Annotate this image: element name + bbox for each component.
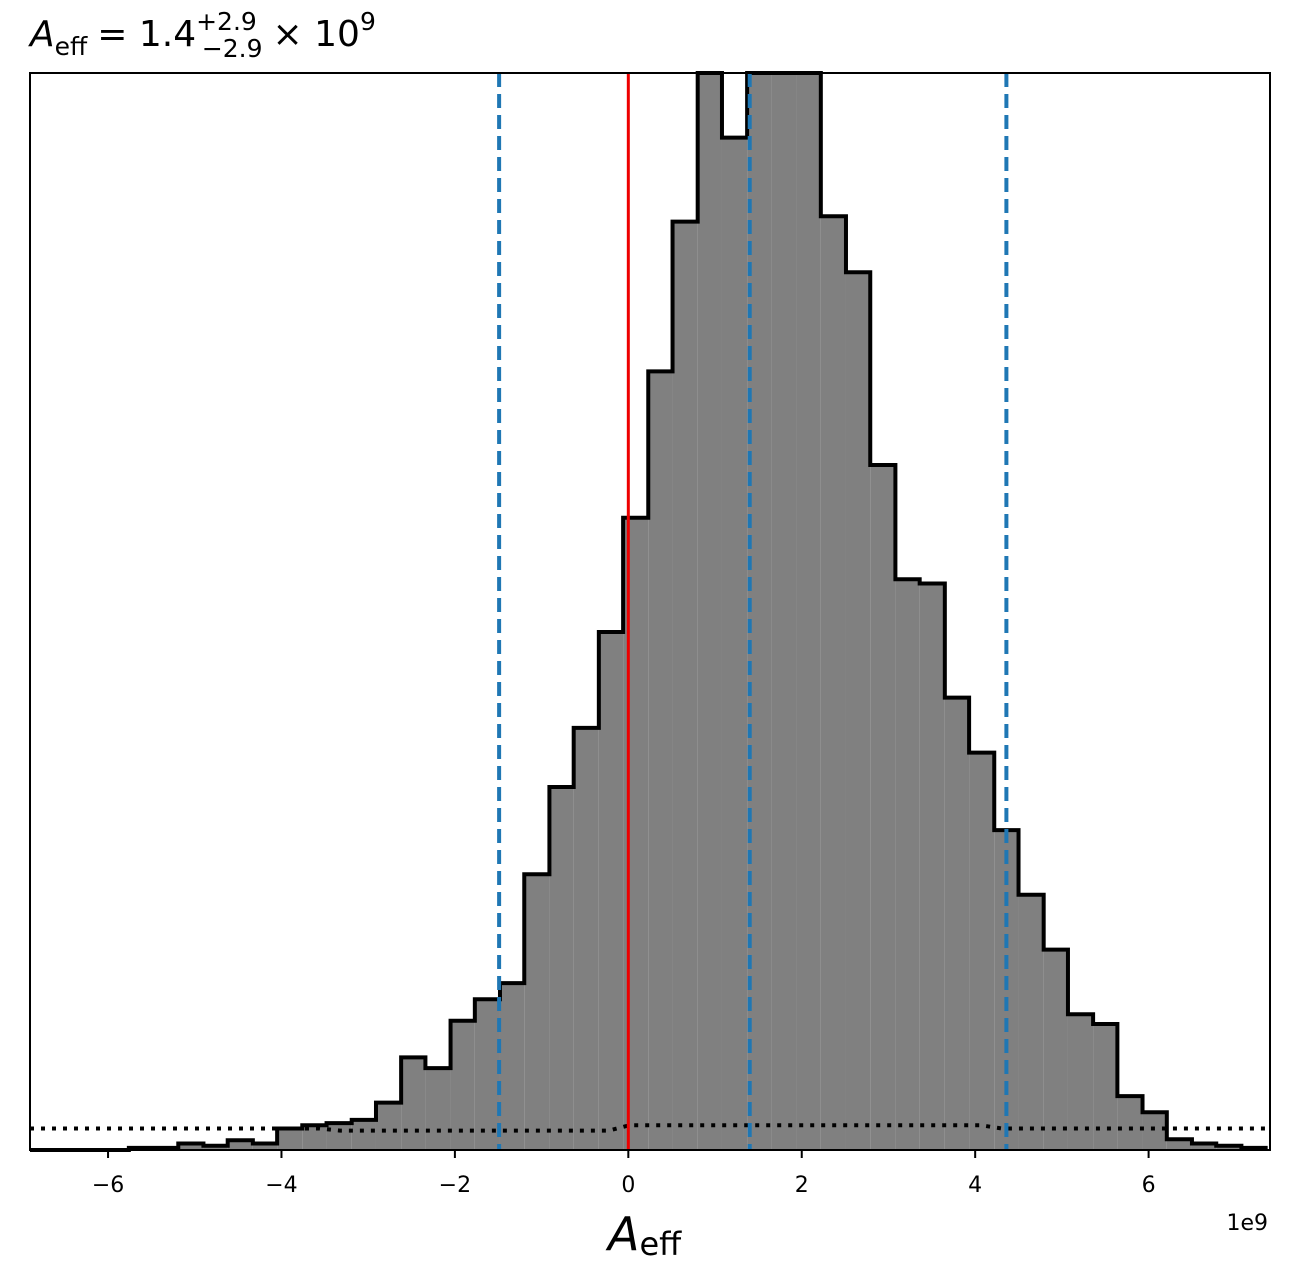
histogram-bar	[203, 1145, 228, 1150]
histogram-bar	[895, 579, 920, 1150]
histogram-bar	[697, 73, 722, 1150]
x-tick-label: −4	[265, 1173, 297, 1198]
x-tick-label: −2	[439, 1173, 471, 1198]
xlabel-subscript: eff	[639, 1225, 682, 1263]
reference-lines	[497, 73, 1009, 1150]
x-axis-label: Aeff	[605, 1207, 682, 1263]
histogram-bar	[1191, 1143, 1217, 1150]
histogram-bar	[1216, 1145, 1242, 1150]
histogram-bar	[648, 371, 673, 1151]
histogram-bar	[1018, 894, 1044, 1150]
title-multiplier-exp: 9	[360, 7, 376, 36]
histogram-bar	[178, 1143, 204, 1150]
histogram-bar	[598, 631, 624, 1150]
histogram	[30, 71, 1268, 1152]
histogram-bar	[1093, 1023, 1118, 1150]
histogram-bar	[227, 1140, 253, 1150]
histogram-bar	[425, 1068, 451, 1150]
histogram-bar	[326, 1123, 352, 1150]
histogram-bar	[919, 583, 945, 1150]
x-tick-label: 0	[621, 1173, 635, 1198]
histogram-bar	[252, 1143, 278, 1150]
histogram-bar	[277, 1128, 303, 1150]
chart-title: Aeff = 1.4+2.9 −2.9 × 109	[28, 7, 376, 63]
histogram-bar	[796, 73, 821, 1150]
histogram-bar	[573, 727, 599, 1150]
title-multiplier: × 10	[273, 14, 360, 55]
x-axis-ticks: −6 −4 −2 0 2 4 6	[92, 1150, 1156, 1198]
histogram-bar	[524, 874, 550, 1150]
histogram-bar	[944, 697, 970, 1150]
xlabel-symbol: A	[605, 1207, 639, 1261]
title-equals: = 1.4	[97, 14, 196, 55]
histogram-bar	[672, 221, 698, 1151]
histogram-bar	[721, 137, 748, 1150]
histogram-bar	[450, 1020, 475, 1150]
histogram-bar	[351, 1119, 376, 1150]
title-symbol: A	[28, 14, 55, 55]
histogram-bar	[771, 73, 797, 1150]
histogram-bar	[549, 787, 574, 1150]
histogram-bar	[870, 465, 896, 1150]
title-subscript: eff	[55, 32, 88, 61]
histogram-bar	[375, 1102, 402, 1150]
x-tick-label: −6	[92, 1173, 124, 1198]
histogram-bar	[474, 999, 500, 1150]
histogram-bar	[499, 983, 525, 1150]
x-tick-label: 2	[795, 1173, 809, 1198]
histogram-bar	[1117, 1096, 1143, 1150]
title-superscript-err: +2.9	[196, 7, 257, 36]
histogram-bar	[820, 216, 846, 1151]
x-tick-label: 6	[1142, 1173, 1156, 1198]
title-subscript-err: −2.9	[202, 34, 263, 63]
histogram-bar	[1067, 1014, 1094, 1150]
prior-curve	[30, 1123, 1270, 1133]
histogram-bar	[1142, 1112, 1167, 1150]
histogram-bar	[1166, 1139, 1192, 1150]
x-offset-label: 1e9	[1226, 1211, 1268, 1236]
histogram-bar	[845, 272, 871, 1150]
x-tick-label: 4	[968, 1173, 982, 1198]
axes-frame	[29, 72, 1271, 1151]
histogram-bar	[969, 752, 995, 1150]
histogram-outline	[30, 71, 1268, 1152]
histogram-bar	[401, 1057, 426, 1150]
histogram-bar	[1043, 949, 1068, 1150]
prior-dotted-line	[30, 1123, 1270, 1133]
